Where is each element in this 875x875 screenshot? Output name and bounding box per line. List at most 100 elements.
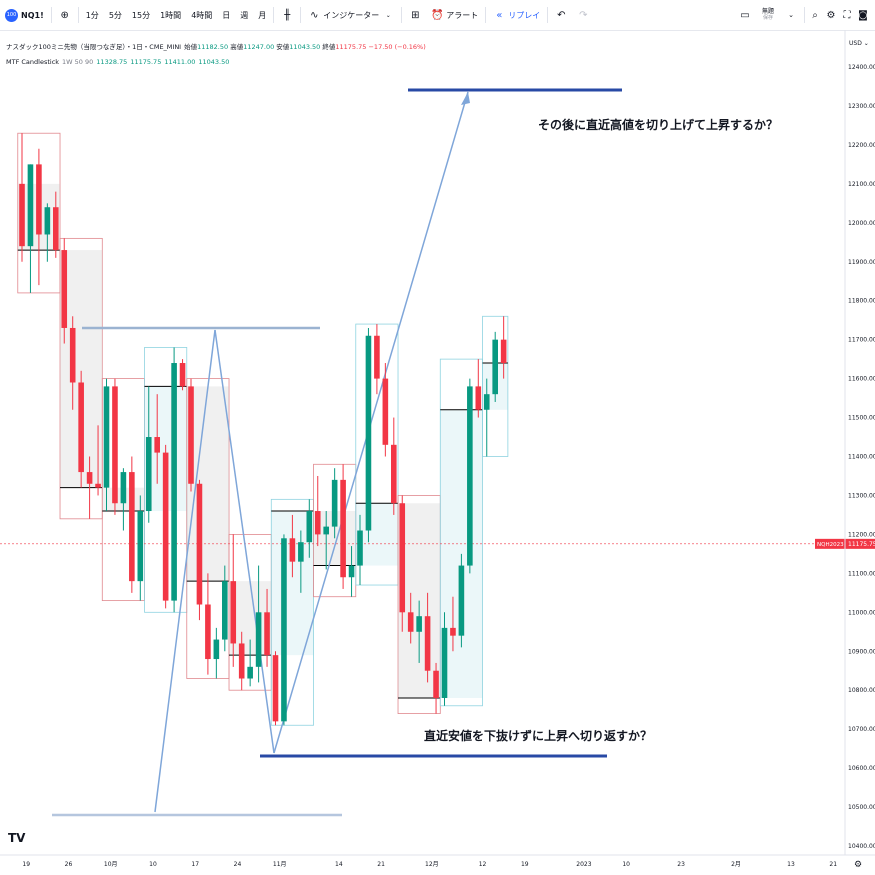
interval-1h[interactable]: 1時間 (155, 0, 186, 30)
candle-body (374, 335, 380, 379)
candles-icon: ╫ (284, 9, 291, 21)
price-tick-label: 12400.00 (848, 64, 875, 71)
time-tick-label: 24 (234, 861, 242, 868)
divider (77, 7, 79, 23)
price-tick-label: 11600.00 (848, 376, 875, 383)
alert-button[interactable]: ⏰ アラート (426, 0, 483, 30)
price-symbol-tag (815, 538, 845, 549)
interval-label: 4時間 (191, 10, 213, 20)
open-label: 始値 (184, 43, 198, 51)
chart-canvas[interactable]: NQH2023 11175.75 USD ⌄ 10400.00 10500.00 106… (0, 30, 875, 875)
indicator-chart-icon: ∿ (310, 9, 319, 21)
time-tick-label: 2月 (731, 861, 741, 868)
alarm-clock-icon: ⏰ (431, 9, 444, 21)
snapshot-button[interactable]: ◙ (855, 0, 871, 30)
time-tick-label: 21 (377, 861, 385, 868)
drawing-layer: NQH2023 11175.75 (0, 88, 875, 817)
interval-1w[interactable]: 週 (235, 0, 253, 30)
rewind-icon: « (496, 9, 503, 21)
candle-body (340, 479, 346, 578)
candle-body (213, 639, 220, 660)
price-tick-label: 11200.00 (848, 531, 875, 538)
undo-button[interactable]: ↶ (550, 0, 572, 30)
divider (804, 7, 805, 23)
price-tick-label: 11300.00 (848, 492, 875, 499)
camera-icon: ◙ (858, 9, 868, 21)
candle-body (475, 386, 482, 410)
interval-label: 1時間 (160, 10, 182, 20)
interval-label: 1分 (85, 10, 99, 20)
replay-button[interactable]: « リプレイ (488, 0, 545, 30)
high-value: 11247.00 (243, 43, 275, 51)
price-tick-label: 10500.00 (848, 804, 875, 811)
candle-body (86, 472, 93, 484)
low-value: 11043.50 (289, 43, 321, 51)
indicators-label: インジケーター (323, 10, 380, 20)
time-tick-label: 19 (521, 861, 529, 868)
chart-legend: ナスダック100ミニ先物（当限つなぎ足）・1日・CME_MINI 始値11182… (6, 40, 426, 70)
axis-layer: USD ⌄ 10400.00 10500.00 10600.00 10700.00 108… (0, 30, 875, 870)
candle-body (399, 503, 406, 613)
candle-body (53, 207, 59, 251)
candle-body (44, 207, 51, 235)
indicator-value: 11175.75 (130, 58, 162, 66)
time-tick-label: 10 (149, 861, 157, 868)
indicators-button[interactable]: ∿ インジケーター ⌄ (303, 0, 399, 30)
time-tick-label: 21 (829, 861, 837, 868)
candle-body (450, 627, 456, 636)
interval-1m[interactable]: 1分 (81, 0, 104, 30)
indicator-legend-row[interactable]: MTF Candlestick 1W 50 90 11328.75 11175.… (6, 55, 426, 70)
interval-label: 週 (240, 10, 249, 20)
top-annotation[interactable]: その後に直近高値を切り上げて上昇するか？ (538, 117, 778, 132)
price-tick-label: 11500.00 (848, 415, 875, 422)
layout-menu-button[interactable]: ⌄ (780, 0, 802, 30)
candle-body (433, 670, 439, 698)
price-tick-label: 10600.00 (848, 765, 875, 772)
interval-label: 日 (222, 10, 231, 20)
candle-body (222, 581, 228, 640)
change-value: −17.50 (−0.16%) (368, 43, 426, 51)
bottom-annotation[interactable]: 直近安値を下抜けずに上昇へ切り返すか？ (424, 728, 652, 743)
save-button[interactable]: 無題 保存 (756, 8, 780, 22)
candle-body (424, 616, 431, 671)
price-tick-label: 12300.00 (848, 103, 875, 110)
interval-4h[interactable]: 4時間 (186, 0, 217, 30)
symbol-legend-row[interactable]: ナスダック100ミニ先物（当限つなぎ足）・1日・CME_MINI 始値11182… (6, 40, 426, 55)
candle-body (230, 581, 237, 644)
price-tick-label: 12100.00 (848, 181, 875, 188)
candle-body (112, 386, 118, 504)
symbol-name: NQ1! (21, 10, 44, 20)
settings-button[interactable]: ⚙ (823, 0, 839, 30)
interval-label: 15分 (131, 10, 151, 20)
redo-button[interactable]: ↷ (572, 0, 594, 30)
candle-body (314, 511, 321, 535)
mtf-box-layer (17, 132, 509, 726)
divider (401, 7, 403, 23)
interval-1mo[interactable]: 月 (253, 0, 271, 30)
search-icon: ⌕ (812, 9, 818, 21)
trend-line-segment (214, 329, 275, 754)
interval-1d[interactable]: 日 (217, 0, 235, 30)
candle-body (255, 612, 262, 667)
price-tick-label: 11100.00 (848, 570, 875, 577)
layout-select-button[interactable]: ▭ (734, 0, 756, 30)
interval-5m[interactable]: 5分 (104, 0, 127, 30)
candle-body (188, 386, 194, 484)
divider (485, 7, 487, 23)
candle-body (357, 530, 363, 566)
candle-body (145, 437, 152, 512)
price-tick-label: 12000.00 (848, 220, 875, 227)
alert-label: アラート (446, 10, 479, 20)
layouts-button[interactable]: ⊞ (404, 0, 426, 30)
chart-type-button[interactable]: ╫ (276, 0, 298, 30)
candle-body (483, 394, 490, 410)
symbol-search[interactable]: 100 NQ1! (0, 0, 49, 30)
candle-body (154, 437, 160, 453)
search-button[interactable]: ⌕ (807, 0, 823, 30)
candle-body (129, 472, 135, 582)
candle-body (467, 386, 473, 566)
candle-body (27, 164, 34, 247)
interval-15m[interactable]: 15分 (127, 0, 155, 30)
fullscreen-button[interactable]: ⛶ (839, 0, 855, 30)
compare-button[interactable]: ⊕ (54, 0, 76, 30)
